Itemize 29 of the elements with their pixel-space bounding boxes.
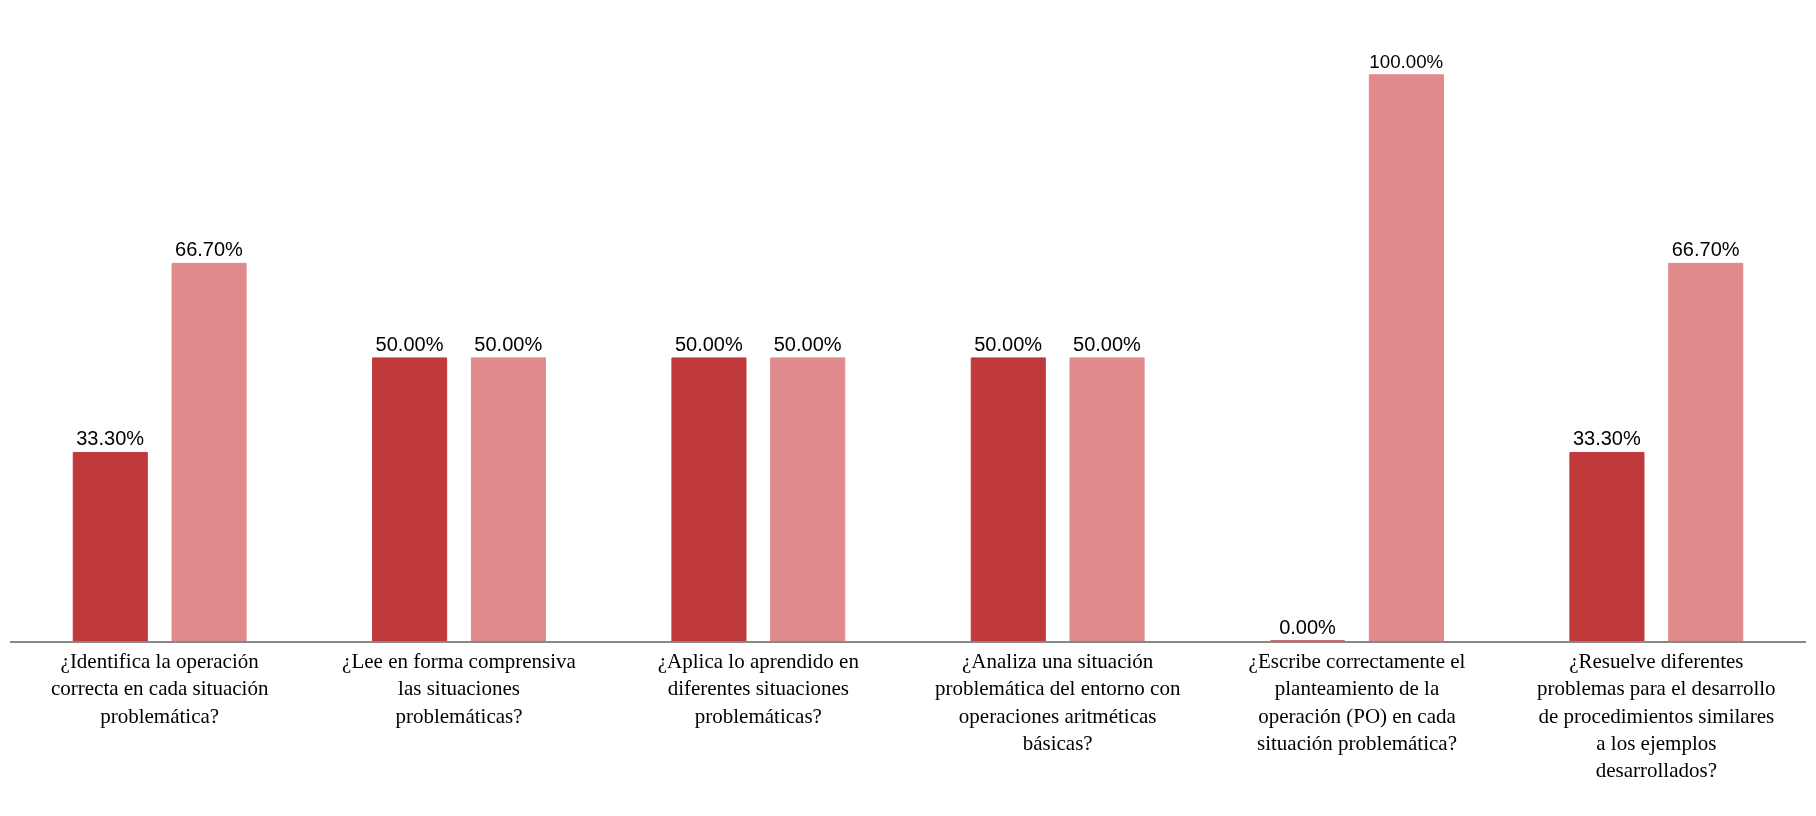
x-tick-label: ¿Resuelve diferentes problemas para el desarrollo de procedimientos similares a los ejemplos desarrollados? (1537, 648, 1776, 783)
bar (770, 357, 846, 641)
bar (372, 357, 448, 641)
x-tick-label: ¿Identifica la operación correcta en cada situación problemática? (50, 648, 269, 728)
x-tick-label: ¿Lee en forma comprensiva las situaciones problemáticas? (342, 648, 577, 728)
data-label: 50.00% (674, 332, 743, 355)
data-label: 0.00% (1279, 616, 1337, 638)
data-label: 50.00% (375, 332, 444, 355)
data-label: 50.00% (474, 332, 543, 355)
data-label: 100.00% (1369, 51, 1444, 73)
data-label: 50.00% (773, 332, 842, 355)
bar (1668, 262, 1744, 641)
x-tick-label: ¿Escribe correctamente el planteamiento de la operación (PO) en cada situación problemática? (1248, 648, 1466, 755)
bar (671, 357, 747, 641)
data-label: 50.00% (1073, 332, 1142, 355)
x-tick-label: ¿Aplica lo aprendido en diferentes situaciones problemáticas? (657, 648, 860, 728)
bar (171, 262, 247, 641)
bar (72, 451, 148, 641)
data-label: 33.30% (1572, 427, 1641, 450)
bar (1069, 357, 1145, 641)
bar (970, 357, 1046, 641)
x-tick-label: ¿Analiza una situación problemática del entorno con operaciones aritméticas básicas? (934, 648, 1181, 755)
data-label: 66.70% (175, 238, 244, 261)
bar (1368, 74, 1444, 641)
bar (470, 357, 546, 641)
data-label: 33.30% (76, 427, 145, 450)
data-label: 50.00% (974, 332, 1043, 355)
data-label: 66.70% (1671, 238, 1740, 261)
bar (1569, 451, 1645, 641)
